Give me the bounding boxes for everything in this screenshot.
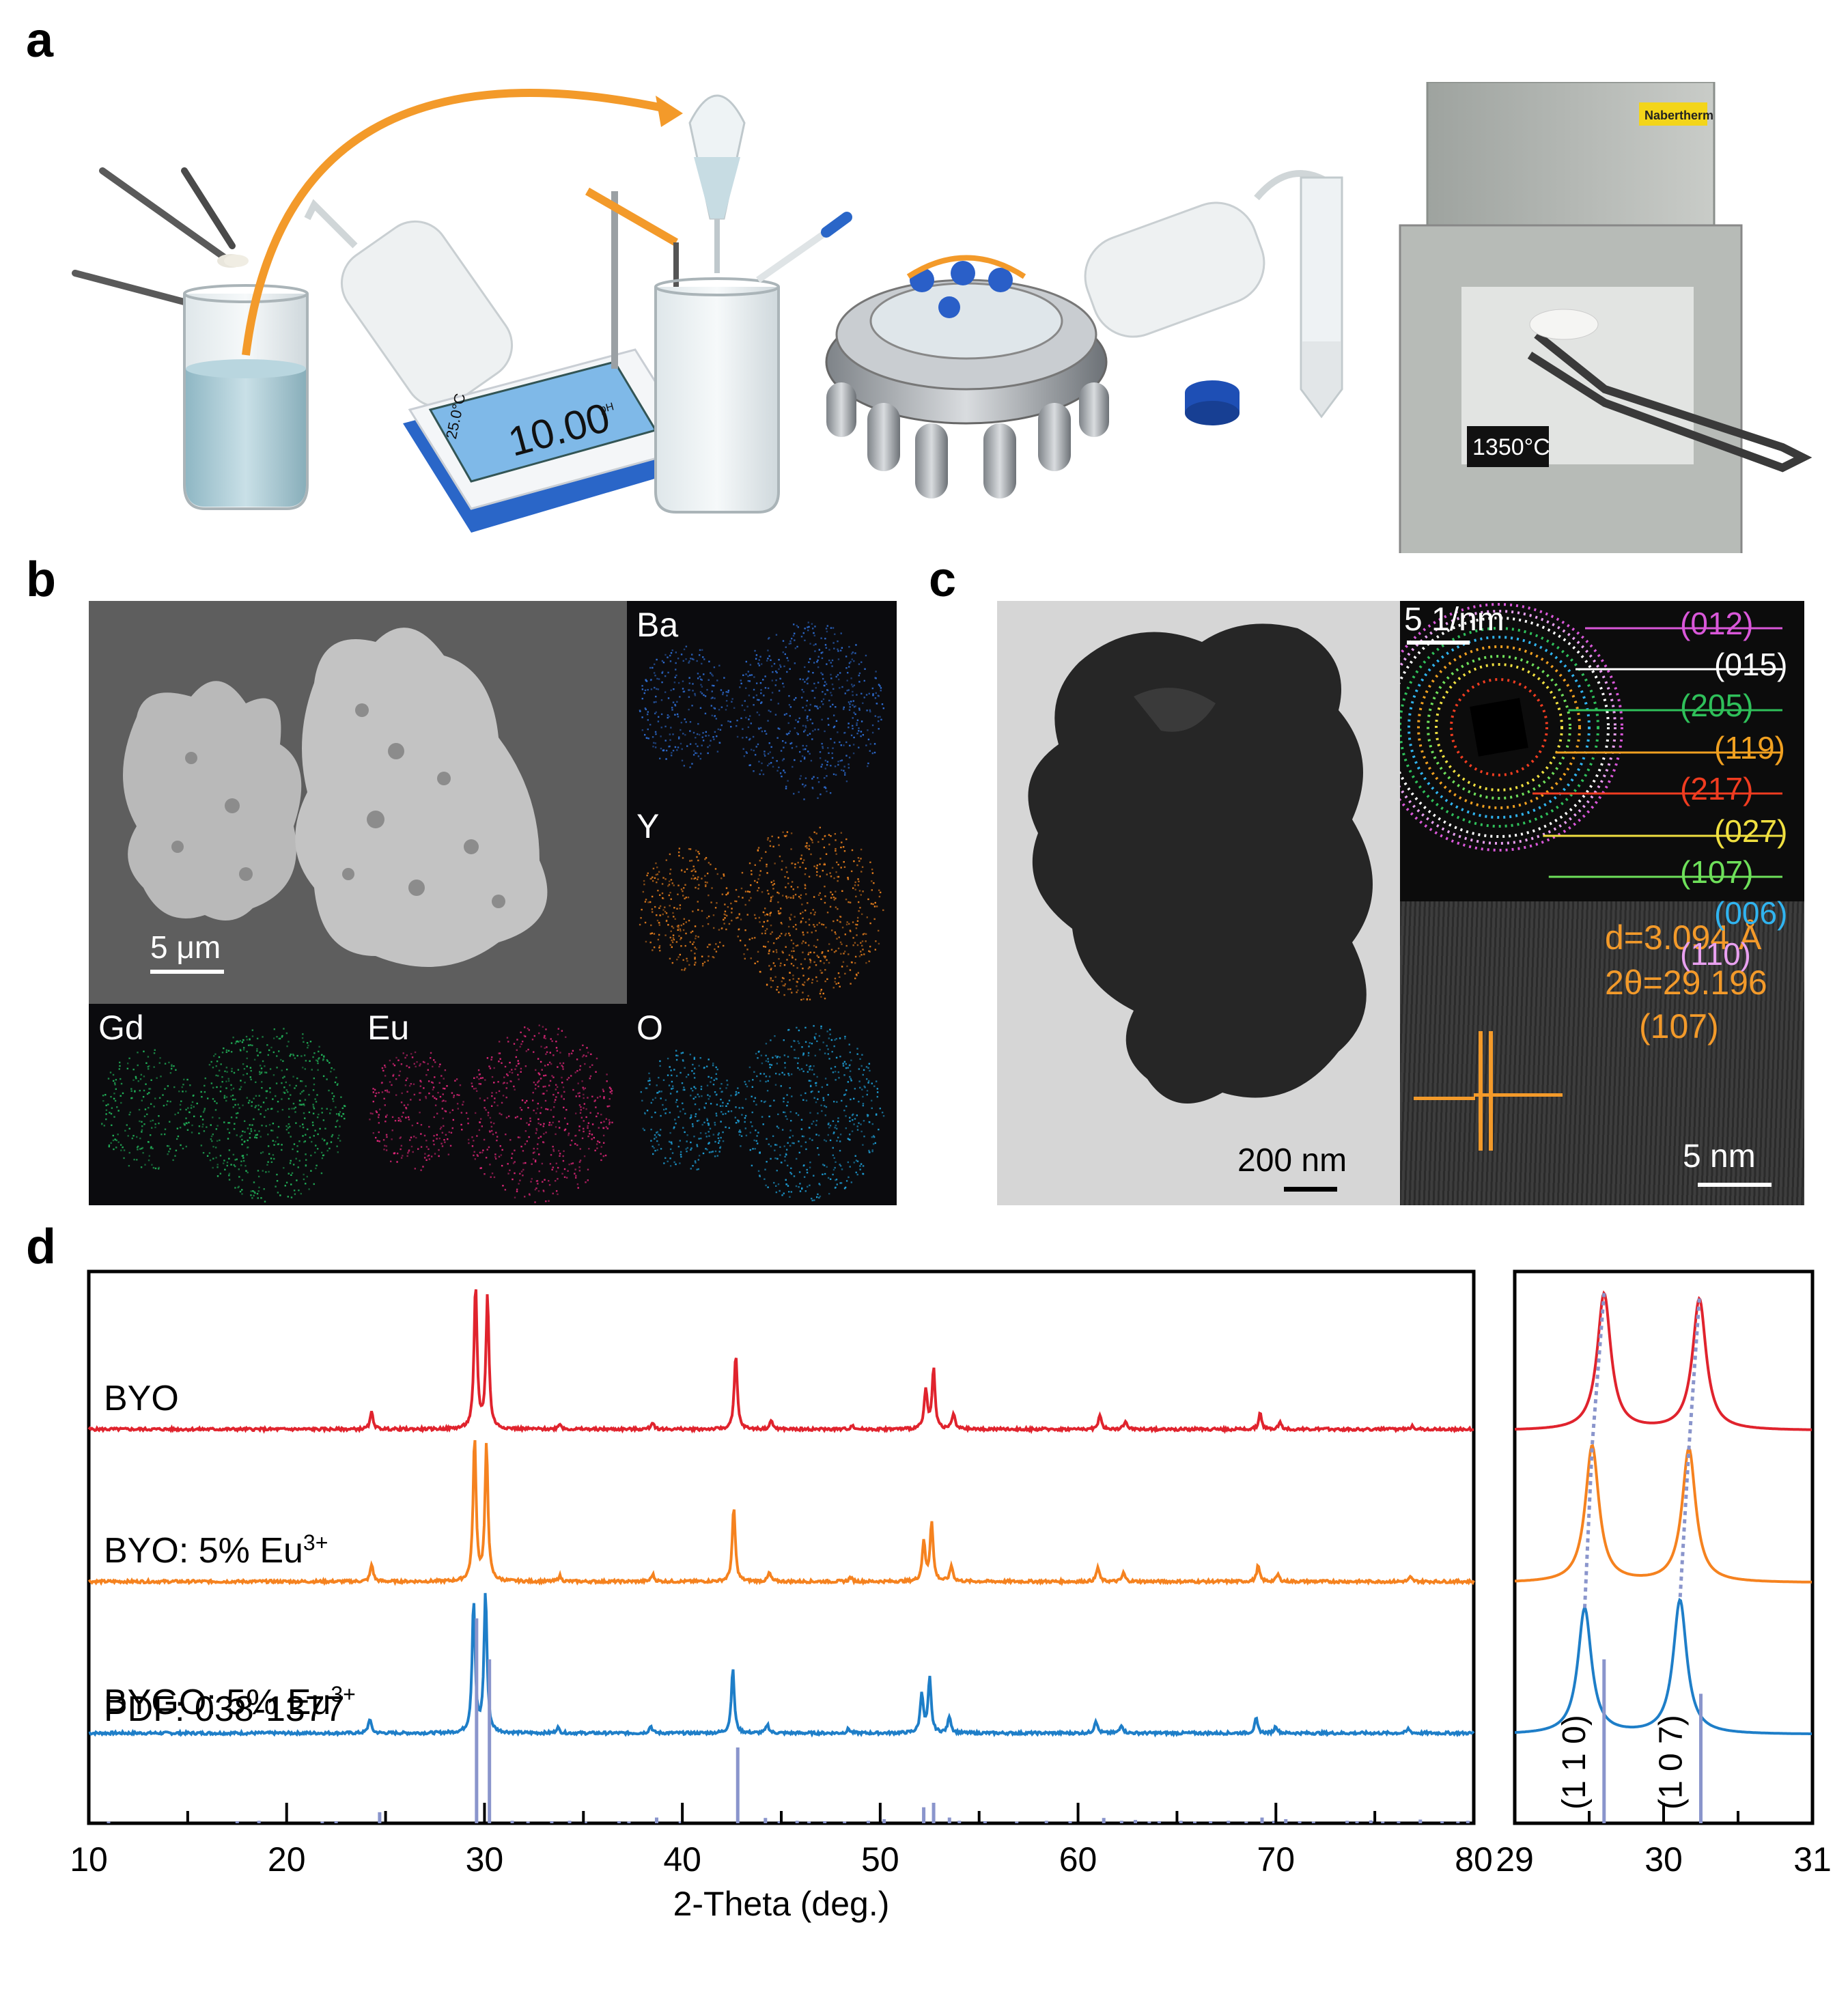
x-tick-label: 40 [663,1840,701,1879]
peak-shift-guide [1678,1298,1701,1600]
lattice-marker [1414,1097,1475,1100]
xrd-series-line [87,1289,1474,1435]
saed-scale-label: 5 1/nm [1404,602,1504,638]
panel-label-a: a [26,13,54,68]
saed-ring [1408,636,1591,819]
pipette-icon [756,212,852,283]
panel-label-b: b [26,552,56,607]
reference-hkl-label: (1 0 7) [1653,1715,1690,1810]
xrd-series-label: BYO [104,1379,179,1418]
eds-label-o: O [636,1009,663,1047]
reference-label: PDF: 038-1377 [104,1689,345,1729]
reference-hkl-label: (1 1 0) [1556,1715,1593,1810]
saed-ring-label: (119) [1714,730,1785,765]
saed-ring [1417,645,1581,809]
saed-ring [1400,617,1610,838]
furnace-brand: Nabertherm [1644,109,1713,122]
x-axis-label: 2-Theta (deg.) [673,1885,890,1923]
tem-scale-bar [1284,1187,1337,1192]
zoom-series-line [1514,1444,1812,1584]
ph-unit: pH [599,401,615,416]
crucible-tongs-icon [1527,309,1812,473]
x-tick-label: 31 [1793,1840,1832,1879]
tem-image: 200 nm [997,601,1400,1205]
beaker-icon [183,284,309,510]
tem-scale-label: 200 nm [1237,1142,1347,1179]
sem-scale-label: 5 μm [150,929,221,965]
sem-image: 5 μm [89,601,627,1004]
wash-bottle-icon [1084,170,1334,338]
x-tick-label: 29 [1496,1840,1534,1879]
eds-label-gd: Gd [98,1009,144,1047]
saed-ring-label: (110) [1680,936,1751,972]
hrtem-d-spacing: d=3.094 Å [1605,918,1762,957]
eds-label-ba: Ba [636,606,679,644]
eds-map-gd: Gd [89,1004,358,1205]
wash-bottle-icon [304,199,514,408]
x-tick-label: 60 [1059,1840,1097,1879]
centrifuge-icon [825,255,1109,498]
saed-ring [1435,663,1563,791]
saed-ring-label: (015) [1714,647,1788,682]
xrd-series-line [88,1592,1475,1738]
hrtem-two-theta: 2θ=29.196 [1605,964,1767,1002]
ph-meter-icon: 10.00 25.0°C pH [403,187,703,533]
eds-map-ba: Ba [627,601,897,802]
transfer-arrow [242,89,671,356]
separatory-funnel-icon [688,94,746,273]
saed-ring [1427,655,1571,800]
peak-shift-guide [1582,1293,1606,1608]
beaker-icon [654,277,780,514]
synthesis-illustration: 10.00 25.0°C pH [0,81,1848,595]
panel-label-c: c [929,552,957,607]
x-tick-label: 80 [1455,1840,1493,1879]
furnace-icon: Nabertherm 1350°C [1399,81,1743,595]
eds-map-o: O [627,1004,897,1205]
lattice-marker [1474,1093,1563,1097]
saed-ring-label: (012) [1680,606,1754,641]
hrtem-plane: (107) [1639,1007,1719,1045]
x-tick-label: 10 [70,1840,108,1879]
saed-rings [1400,603,1782,878]
x-tick-label: 20 [268,1840,306,1879]
x-tick-label: 30 [1644,1840,1683,1879]
hrtem-scale-bar [1698,1183,1772,1187]
x-tick-label: 30 [466,1840,504,1879]
zoom-series-line [1514,1290,1812,1431]
saed-ring-label: (006) [1714,895,1788,931]
lattice-marker [1479,1031,1483,1151]
eds-label-eu: Eu [367,1009,410,1047]
lattice-marker [1489,1031,1493,1151]
saed-ring-label: (217) [1680,771,1754,806]
saed-ring [1400,610,1616,845]
saed-ring-label: (107) [1680,854,1754,890]
furnace-temp: 1350°C [1472,434,1550,460]
spatula-icon [72,167,249,314]
eds-map-eu: Eu [358,1004,627,1205]
xrd-series-line [87,1439,1475,1586]
saed-ring [1400,627,1599,828]
saed-scale-bar [1407,641,1470,645]
saed-ring [1450,678,1548,776]
sem-scale-bar [150,970,224,974]
xrd-series-label: BYGO: 5% Eu3+ [104,1682,356,1722]
eds-label-y: Y [636,807,660,845]
x-tick-label: 50 [861,1840,899,1879]
xrd-chart: BYO BYO: 5% Eu3+ BYGO: 5% Eu3+PDF: 038-137… [70,1269,1832,1923]
centrifuge-tube-icon [1300,176,1343,419]
x-tick-label: 70 [1257,1840,1295,1879]
saed-ring-label: (027) [1714,813,1788,849]
hrtem-scale-label: 5 nm [1683,1138,1756,1175]
panel-label-d: d [26,1220,56,1274]
saed-ring-label: (205) [1680,688,1754,723]
hrtem-image: d=3.094 Å 2θ=29.196 (107) 5 nm [1400,901,1804,1205]
saed-pattern: 5 1/nm [1400,601,1804,901]
saed-ring [1400,603,1623,852]
tube-cap-icon [1185,380,1240,425]
eds-map-y: Y [627,802,897,1004]
zoom-series-line [1515,1597,1812,1735]
xrd-series-label: BYO: 5% Eu3+ [104,1530,328,1571]
